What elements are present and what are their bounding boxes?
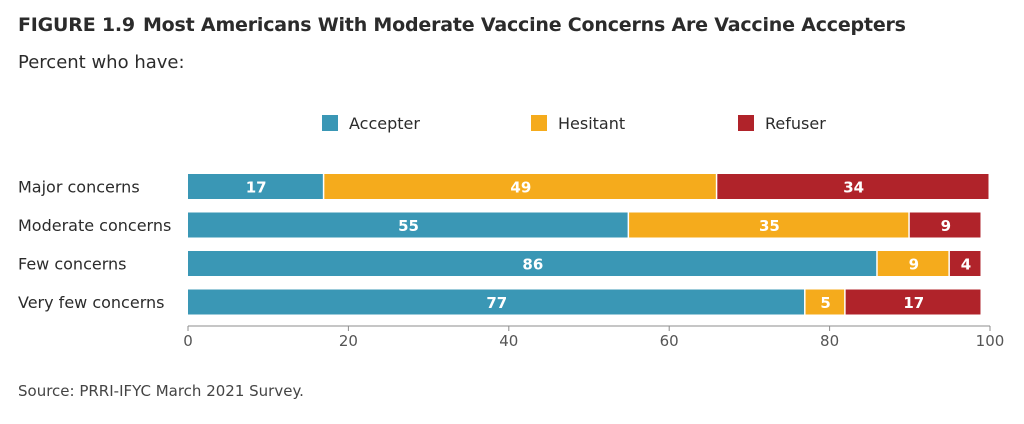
data-label: 77 — [486, 294, 507, 312]
bar-segment-accepter — [188, 289, 805, 315]
chart-subtitle: Percent who have: — [18, 52, 185, 73]
bar-segment-accepter — [188, 212, 628, 238]
bar-segment-accepter — [188, 174, 323, 199]
category-label: Moderate concerns — [18, 216, 171, 235]
data-label: 9 — [909, 256, 919, 274]
bar-segment-hesitant — [324, 174, 716, 199]
chart-title: FIGURE 1.9 Most Americans With Moderate V… — [18, 14, 906, 36]
x-tick-label: 60 — [660, 332, 679, 350]
category-label: Few concerns — [18, 255, 126, 274]
bar-segment-refuser — [717, 174, 989, 199]
legend-swatch-refuser — [738, 115, 754, 131]
data-label: 34 — [843, 179, 864, 197]
bar-segment-accepter — [188, 251, 877, 276]
data-label: 4 — [961, 256, 971, 274]
x-tick-label: 100 — [976, 332, 1005, 350]
bar-segment-refuser — [845, 289, 981, 315]
category-label: Major concerns — [18, 178, 140, 197]
x-tick-label: 40 — [499, 332, 518, 350]
x-tick-label: 80 — [820, 332, 839, 350]
legend-label-refuser: Refuser — [765, 114, 826, 133]
legend-swatch-accepter — [322, 115, 338, 131]
data-label: 9 — [941, 217, 951, 235]
data-label: 5 — [820, 294, 830, 312]
data-label: 55 — [398, 217, 419, 235]
bar-segment-hesitant — [805, 289, 845, 315]
data-label: 86 — [522, 256, 543, 274]
category-label: Very few concerns — [18, 293, 164, 312]
data-label: 17 — [246, 179, 267, 197]
x-tick-label: 0 — [183, 332, 193, 350]
data-label: 17 — [903, 294, 924, 312]
figure-label: FIGURE 1.9 — [18, 14, 135, 36]
legend-label-accepter: Accepter — [349, 114, 420, 133]
x-tick-label: 20 — [339, 332, 358, 350]
bar-segment-refuser — [949, 251, 981, 276]
data-label: 35 — [759, 217, 780, 235]
bar-segment-refuser — [909, 212, 981, 238]
bar-segment-hesitant — [877, 251, 949, 276]
bar-segment-hesitant — [629, 212, 909, 238]
title-text: Most Americans With Moderate Vaccine Con… — [142, 14, 906, 36]
legend-swatch-hesitant — [531, 115, 547, 131]
data-label: 49 — [510, 179, 531, 197]
legend-label-hesitant: Hesitant — [558, 114, 625, 133]
source-note: Source: PRRI-IFYC March 2021 Survey. — [18, 382, 304, 400]
